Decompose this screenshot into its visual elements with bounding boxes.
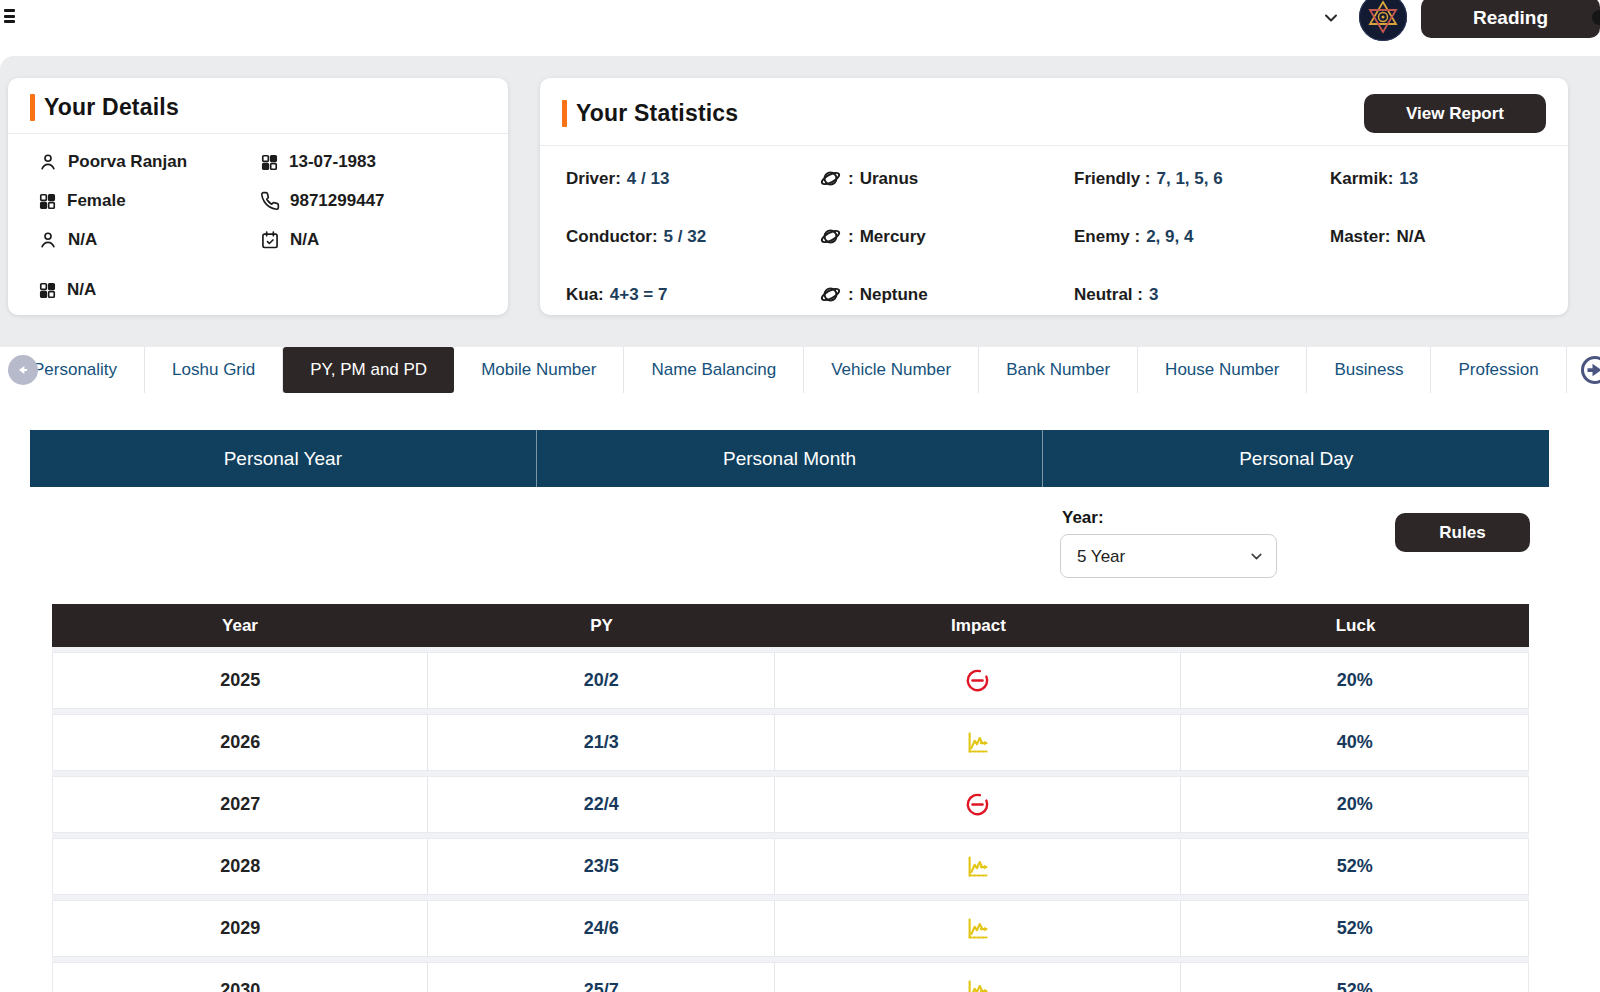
year-range-select[interactable]: 5 Year xyxy=(1060,534,1277,578)
your-statistics-card: Your Statistics View Report Driver:4 / 1… xyxy=(540,78,1568,315)
stat-friendly: Friendly :7, 1, 5, 6 xyxy=(1074,166,1330,191)
py-pm-pd-panel: Personal Year Personal Month Personal Da… xyxy=(0,430,1600,992)
rules-button[interactable]: Rules xyxy=(1395,513,1530,552)
grid-icon xyxy=(38,192,57,211)
tab-house-number[interactable]: House Number xyxy=(1138,347,1307,393)
planet-icon xyxy=(819,225,842,248)
stat-planet-2: :Mercury xyxy=(819,224,1074,249)
tabs-scroll-right-button[interactable] xyxy=(1580,355,1600,385)
header-luck: Luck xyxy=(1182,616,1529,636)
stat-kua: Kua:4+3 = 7 xyxy=(566,282,819,307)
tabs-scroll-left-button[interactable] xyxy=(8,355,38,385)
detail-na-3: N/A xyxy=(38,280,260,300)
phone-icon xyxy=(260,191,280,211)
tab-profession[interactable]: Profession xyxy=(1431,347,1566,393)
statistics-card-header: Your Statistics View Report xyxy=(540,78,1568,146)
tab-business[interactable]: Business xyxy=(1307,347,1431,393)
segment-personal-month[interactable]: Personal Month xyxy=(537,430,1044,487)
header-year: Year xyxy=(52,616,428,636)
stat-enemy: Enemy :2, 9, 4 xyxy=(1074,224,1330,249)
details-card-header: Your Details xyxy=(8,78,508,134)
table-row: 2029 24/6 52% xyxy=(52,900,1529,957)
segment-personal-day[interactable]: Personal Day xyxy=(1043,430,1549,487)
avatar[interactable] xyxy=(1359,0,1407,41)
personal-year-table: Year PY Impact Luck 2025 20/2 20% 2026 2… xyxy=(52,604,1529,992)
circle-minus-icon xyxy=(964,667,991,694)
header-impact: Impact xyxy=(775,616,1182,636)
circle-minus-icon xyxy=(964,791,991,818)
stat-planet-3: :Neptune xyxy=(819,282,1074,307)
year-range-select-wrap: 5 Year xyxy=(1060,534,1277,578)
planet-icon xyxy=(819,283,842,306)
orange-accent-bar xyxy=(562,100,567,127)
hamburger-menu-icon[interactable] xyxy=(4,9,26,29)
user-icon xyxy=(38,230,58,250)
stat-planet-1: :Uranus xyxy=(819,166,1074,191)
view-report-button[interactable]: View Report xyxy=(1364,94,1546,133)
personal-period-selector: Personal Year Personal Month Personal Da… xyxy=(30,430,1549,487)
calendar-check-icon xyxy=(260,230,280,250)
arrow-right-icon xyxy=(1580,353,1600,387)
your-details-card: Your Details Poorva Ranjan 13-07-1983 Fe… xyxy=(8,78,508,315)
table-row: 2030 25/7 52% xyxy=(52,962,1529,992)
detail-na-1: N/A xyxy=(38,230,260,250)
tab-mobile-number[interactable]: Mobile Number xyxy=(454,347,624,393)
reading-button[interactable]: Reading xyxy=(1421,0,1600,38)
table-header-row: Year PY Impact Luck xyxy=(52,604,1529,647)
table-row: 2025 20/2 20% xyxy=(52,652,1529,709)
arrow-left-icon xyxy=(15,362,31,378)
table-controls: Year: 5 Year Rules xyxy=(0,487,1600,604)
user-icon xyxy=(38,152,58,172)
detail-dob: 13-07-1983 xyxy=(260,152,482,172)
trend-chart-icon xyxy=(964,977,991,992)
feature-tab-bar: Personality Loshu Grid PY, PM and PD Mob… xyxy=(0,347,1600,393)
summary-section: Your Details Poorva Ranjan 13-07-1983 Fe… xyxy=(0,56,1600,393)
navbar-right-cluster: Reading xyxy=(1321,0,1600,41)
detail-phone: 9871299447 xyxy=(260,191,482,211)
grid-icon xyxy=(260,153,279,172)
stat-driver: Driver:4 / 13 xyxy=(566,166,819,191)
stat-conductor: Conductor:5 / 32 xyxy=(566,224,819,249)
tab-name-balancing[interactable]: Name Balancing xyxy=(624,347,804,393)
tab-py-pm-pd[interactable]: PY, PM and PD xyxy=(283,347,454,393)
statistics-card-title: Your Statistics xyxy=(576,100,738,127)
trend-chart-icon xyxy=(964,915,991,942)
tab-bank-number[interactable]: Bank Number xyxy=(979,347,1138,393)
details-card-title: Your Details xyxy=(44,94,179,121)
tab-vehicle-number[interactable]: Vehicle Number xyxy=(804,347,979,393)
table-row: 2028 23/5 52% xyxy=(52,838,1529,895)
table-row: 2026 21/3 40% xyxy=(52,714,1529,771)
clipped-edge-icon xyxy=(1592,10,1600,25)
orange-accent-bar xyxy=(30,94,35,121)
trend-chart-icon xyxy=(964,853,991,880)
tab-loshu-grid[interactable]: Loshu Grid xyxy=(145,347,283,393)
header-py: PY xyxy=(428,616,775,636)
detail-na-2: N/A xyxy=(260,230,482,250)
year-range-label: Year: xyxy=(1062,508,1104,528)
stat-master: Master:N/A xyxy=(1330,224,1542,249)
stat-neutral: Neutral :3 xyxy=(1074,282,1330,307)
top-navbar: Reading xyxy=(0,0,1600,56)
stat-karmik: Karmik:13 xyxy=(1330,166,1542,191)
planet-icon xyxy=(819,167,842,190)
trend-chart-icon xyxy=(964,729,991,756)
chevron-down-icon[interactable] xyxy=(1321,8,1341,32)
table-row: 2027 22/4 20% xyxy=(52,776,1529,833)
grid-icon xyxy=(38,281,57,300)
detail-gender: Female xyxy=(38,191,260,211)
segment-personal-year[interactable]: Personal Year xyxy=(30,430,537,487)
detail-name: Poorva Ranjan xyxy=(38,152,260,172)
